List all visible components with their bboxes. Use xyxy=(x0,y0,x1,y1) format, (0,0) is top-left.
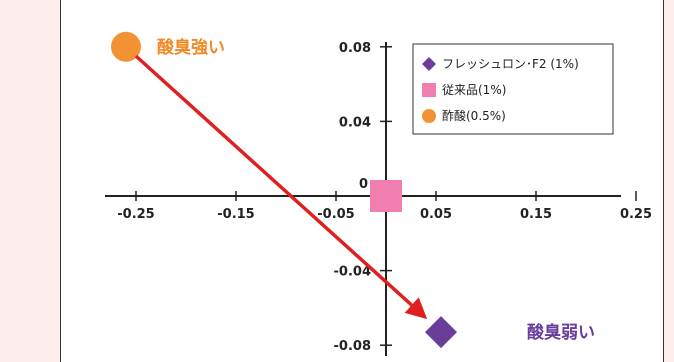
x-tick-label: 0.25 xyxy=(620,207,652,222)
data-point-square xyxy=(370,180,402,212)
x-tick-label: -0.15 xyxy=(217,207,254,222)
x-tick-label: -0.25 xyxy=(117,207,154,222)
trend-arrow xyxy=(134,54,428,320)
legend-box xyxy=(412,43,614,135)
annotation-label: 酸臭強い xyxy=(157,37,225,58)
legend-label: 従来品(1%) xyxy=(442,83,506,97)
x-tick-label: 0.05 xyxy=(420,207,452,222)
data-point-diamond xyxy=(425,316,457,349)
x-tick-label: 0.15 xyxy=(520,207,552,222)
legend-marker-square xyxy=(422,83,436,97)
scatter-chart: -0.25 -0.15 -0.05 0.05 0.15 0.25 0.08 0.04 0 -0.0… xyxy=(105,31,652,356)
y-tick-label: -0.08 xyxy=(334,339,371,354)
annotation-label: 酸臭弱い xyxy=(527,322,595,343)
y-tick-label: 0.04 xyxy=(339,115,371,130)
chart-panel: -0.25 -0.15 -0.05 0.05 0.15 0.25 0.08 0.04 0 -0.0… xyxy=(60,0,664,362)
legend-label: フレッシュロン･F2 (1%) xyxy=(442,57,579,71)
y-tick-label: 0 xyxy=(359,177,368,192)
legend-marker-diamond xyxy=(422,57,436,71)
x-tick-label: -0.05 xyxy=(317,207,354,222)
legend-marker-circle xyxy=(422,109,436,123)
y-tick-label: -0.04 xyxy=(334,265,371,280)
y-tick-label: 0.08 xyxy=(339,41,371,56)
legend-label: 酢酸(0.5%) xyxy=(442,108,506,123)
data-point-circle xyxy=(111,31,141,62)
